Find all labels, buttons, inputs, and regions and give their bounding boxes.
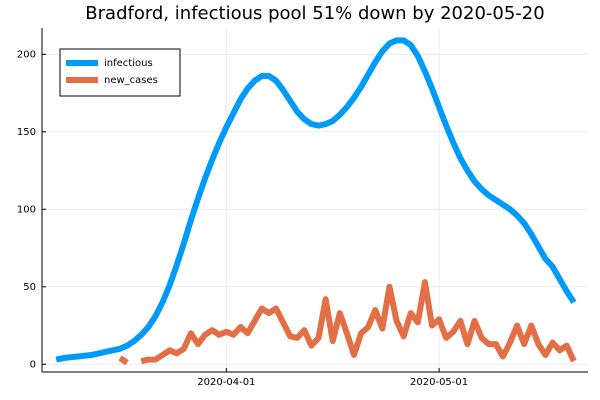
y-tick-label: 100 xyxy=(17,204,36,215)
legend-box xyxy=(59,48,181,97)
x-tick-label: 2020-04-01 xyxy=(197,377,255,388)
y-tick-label: 0 xyxy=(30,359,36,370)
y-tick-label: 150 xyxy=(17,127,36,138)
y-tick-label: 50 xyxy=(23,282,36,293)
series-line xyxy=(118,279,577,366)
chart-title: Bradford, infectious pool 51% down by 20… xyxy=(85,3,544,24)
x-tick-label: 2020-05-01 xyxy=(410,377,468,388)
y-tick-label: 200 xyxy=(17,49,36,60)
legend-label: infectious xyxy=(104,58,153,69)
legend-label: new_cases xyxy=(104,75,158,86)
series-line xyxy=(55,37,577,363)
